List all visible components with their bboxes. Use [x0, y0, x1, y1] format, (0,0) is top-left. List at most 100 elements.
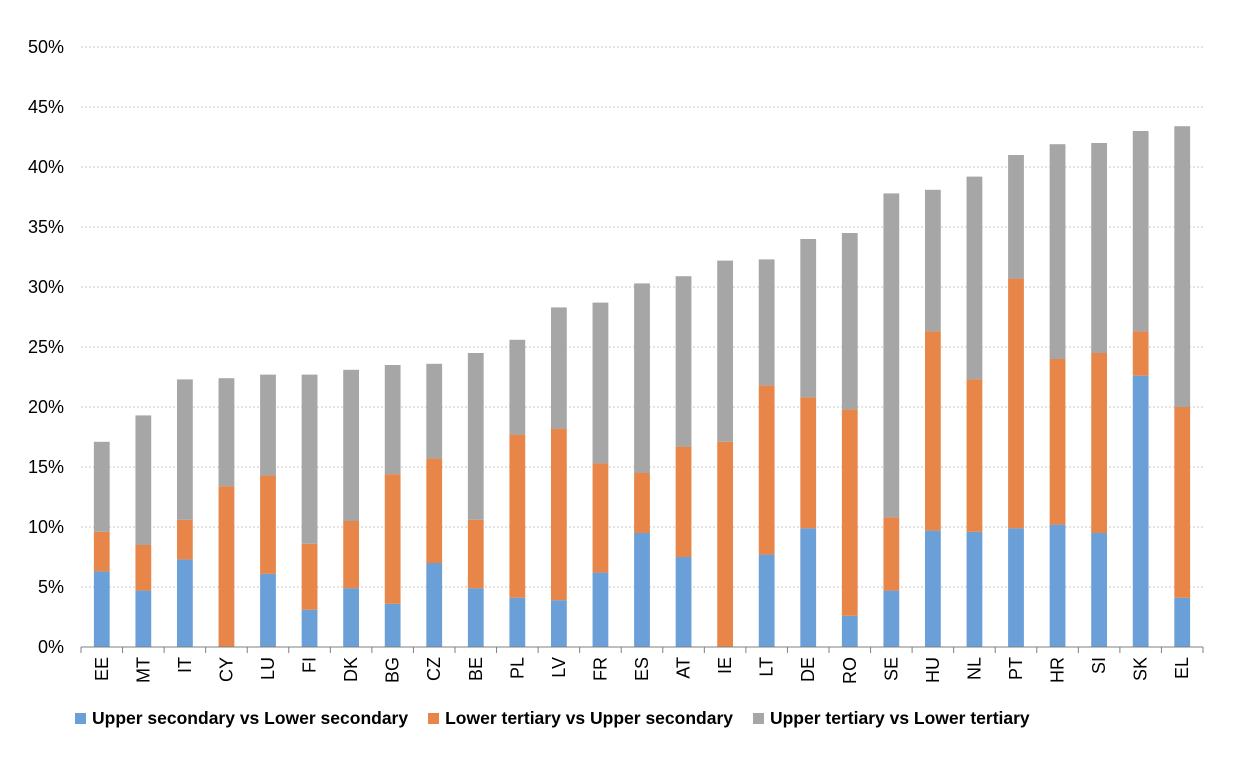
- bar-segment-lu-s0: [260, 573, 276, 647]
- bar-segment-cz-s2: [426, 363, 443, 459]
- y-tick-label: 5%: [38, 577, 64, 597]
- bar-segment-nl-s2: [966, 176, 983, 380]
- x-tick-label: BG: [383, 657, 403, 683]
- bar-segment-hu-s2: [924, 189, 941, 332]
- bars: [93, 126, 1191, 647]
- x-tick-label: MT: [133, 657, 153, 683]
- bar-segment-se-s0: [883, 590, 900, 647]
- y-tick-label: 0%: [38, 637, 64, 657]
- x-tick-label: ES: [632, 657, 652, 681]
- bar-segment-at-s2: [675, 276, 692, 447]
- bar-segment-at-s1: [675, 446, 692, 557]
- bar-segment-lv-s1: [550, 428, 567, 601]
- x-tick-label: CZ: [424, 657, 444, 681]
- bar-segment-sk-s0: [1132, 375, 1149, 647]
- x-axis: EE MT IT CY LU FI DK BG CZ BE PL LV FR ES AT IE LT DE RO SE…: [80, 646, 1204, 684]
- bar-segment-mt-s1: [135, 545, 152, 591]
- y-tick-label: 50%: [28, 37, 64, 57]
- bar-segment-ee-s1: [93, 531, 110, 572]
- x-tick-label: SK: [1131, 657, 1151, 681]
- bar-segment-fr-s2: [592, 302, 609, 464]
- bar-segment-it-s1: [176, 519, 193, 560]
- bar-segment-fr-s1: [592, 463, 609, 573]
- x-tick-label: EE: [92, 657, 112, 681]
- legend-label: Upper tertiary vs Lower tertiary: [769, 708, 1030, 728]
- legend-item-lower-tertiary: Lower tertiary vs Upper secondary: [428, 708, 733, 729]
- bar-segment-el-s0: [1174, 597, 1191, 647]
- bar-segment-es-s1: [634, 473, 650, 533]
- x-tick-label: DE: [798, 657, 818, 682]
- bar-segment-si-s0: [1091, 533, 1108, 647]
- legend-swatch-orange: [428, 713, 440, 724]
- bar-segment-pl-s0: [509, 597, 526, 647]
- x-tick-label: IE: [715, 657, 735, 674]
- legend-item-upper-secondary: Upper secondary vs Lower secondary: [75, 708, 408, 729]
- x-tick-label: AT: [674, 657, 694, 679]
- x-tick-label: CY: [216, 657, 236, 682]
- legend-label: Lower tertiary vs Upper secondary: [445, 708, 733, 728]
- bar-segment-dk-s1: [343, 521, 360, 589]
- bar-segment-it-s2: [176, 379, 193, 520]
- bar-segment-ro-s1: [841, 409, 858, 616]
- bar-segment-mt-s0: [135, 590, 152, 647]
- x-tick-label: LV: [549, 657, 569, 678]
- bar-segment-hr-s0: [1049, 524, 1066, 647]
- bar-segment-ee-s2: [93, 441, 110, 532]
- bar-segment-fi-s1: [301, 543, 318, 610]
- x-tick-label: LT: [757, 657, 777, 677]
- bar-segment-cz-s0: [426, 563, 443, 647]
- legend-item-upper-tertiary: Upper tertiary vs Lower tertiary: [752, 708, 1030, 729]
- bar-segment-be-s0: [467, 588, 484, 647]
- x-tick-label: LU: [258, 657, 278, 680]
- y-tick-label: 25%: [28, 337, 64, 357]
- x-tick-label: FR: [590, 657, 610, 681]
- bar-segment-be-s2: [467, 353, 484, 520]
- x-tick-label: NL: [964, 657, 984, 680]
- bar-segment-nl-s0: [966, 531, 983, 647]
- bar-segment-nl-s1: [966, 379, 983, 532]
- bar-segment-si-s2: [1091, 143, 1108, 353]
- bar-segment-fi-s2: [301, 374, 318, 544]
- legend-swatch-gray: [752, 713, 764, 724]
- x-tick-label: PL: [507, 657, 527, 679]
- legend-label: Upper secondary vs Lower secondary: [92, 708, 409, 728]
- legend-swatch-blue: [75, 713, 86, 724]
- x-tick-label: SI: [1089, 657, 1109, 674]
- bar-segment-ro-s2: [841, 233, 858, 410]
- bar-segment-be-s1: [467, 519, 484, 589]
- bar-segment-bg-s1: [384, 474, 401, 604]
- x-tick-label: BE: [466, 657, 486, 681]
- bar-segment-pl-s2: [509, 339, 526, 435]
- bar-segment-sk-s1: [1132, 331, 1149, 376]
- y-tick-label: 35%: [28, 217, 64, 237]
- bar-segment-es-s2: [634, 283, 650, 473]
- bar-segment-hr-s2: [1049, 144, 1066, 359]
- bar-segment-fr-s0: [592, 572, 609, 647]
- bar-segment-lt-s0: [758, 554, 775, 647]
- x-tick-label: HU: [923, 657, 943, 683]
- x-tick-label: EL: [1172, 657, 1192, 679]
- bar-segment-dk-s0: [343, 588, 360, 647]
- x-tick-label: IT: [175, 657, 195, 673]
- bar-segment-de-s2: [800, 239, 817, 398]
- x-tick-label: DK: [341, 657, 361, 682]
- bar-segment-it-s0: [176, 559, 193, 647]
- bar-segment-lt-s1: [758, 385, 775, 555]
- bar-segment-el-s1: [1174, 407, 1191, 598]
- bar-segment-pt-s0: [1008, 528, 1024, 647]
- bar-segment-ee-s0: [93, 571, 110, 647]
- y-tick-label: 10%: [28, 517, 64, 537]
- bar-segment-ie-s2: [717, 260, 734, 442]
- bar-segment-mt-s2: [135, 415, 152, 545]
- bar-segment-se-s1: [883, 517, 900, 591]
- bar-segment-hu-s0: [924, 530, 941, 647]
- y-tick-label: 15%: [28, 457, 64, 477]
- bar-segment-lu-s1: [260, 475, 276, 574]
- bar-segment-cy-s2: [218, 378, 235, 487]
- stacked-bar-chart: 0% 5% 10% 15% 20% 25% 30% 35% 40% 45% 50% EE MT IT CY…: [28, 37, 1204, 684]
- bar-segment-pt-s2: [1008, 155, 1024, 279]
- y-tick-label: 45%: [28, 97, 64, 117]
- bar-segment-el-s2: [1174, 126, 1191, 407]
- bar-segment-dk-s2: [343, 369, 360, 521]
- bar-segment-de-s0: [800, 528, 817, 647]
